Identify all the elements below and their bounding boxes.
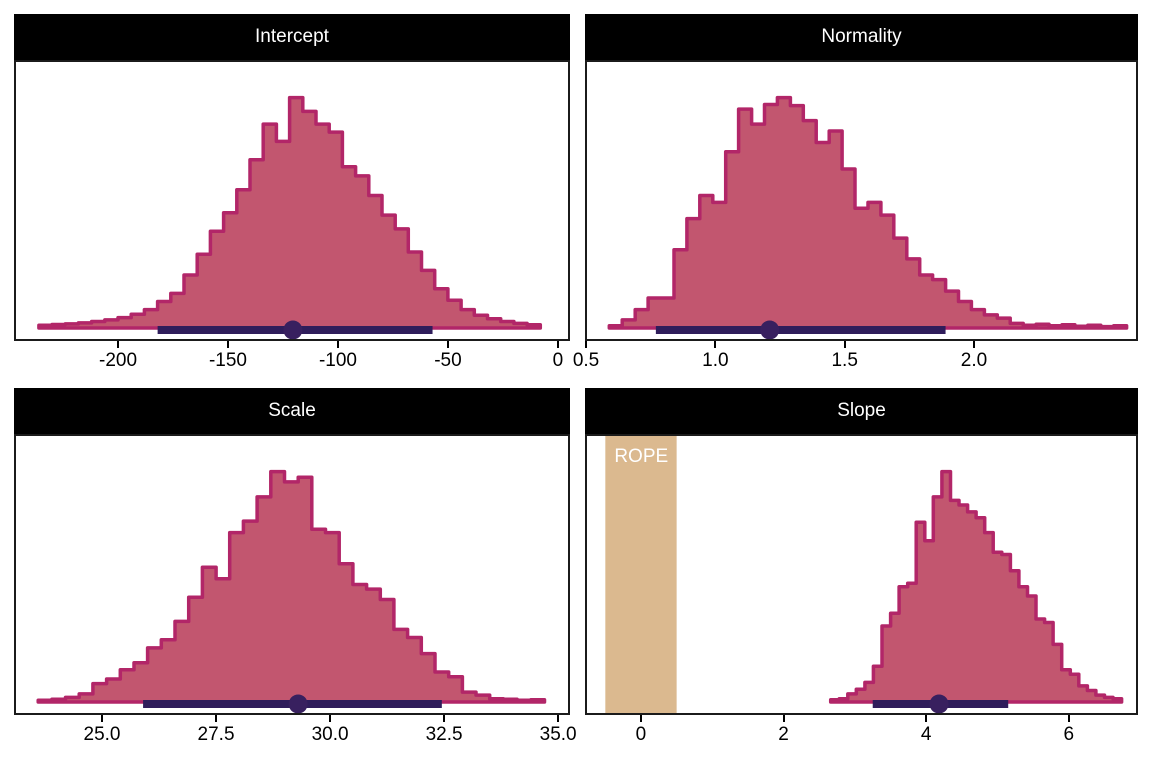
x-tick-mark bbox=[443, 715, 446, 722]
x-axis-slope: 0 2 4 6 bbox=[585, 715, 1138, 753]
x-tick-mark bbox=[1067, 715, 1070, 722]
x-tick-mark bbox=[446, 341, 449, 348]
x-tick-label: -150 bbox=[208, 350, 247, 371]
ci-median-point bbox=[929, 694, 949, 714]
panel-border bbox=[585, 60, 1138, 341]
x-tick-mark bbox=[843, 341, 846, 348]
x-tick-label: 25.0 bbox=[83, 724, 121, 745]
x-axis-intercept: -200 -150 -100 -50 0 bbox=[14, 341, 570, 379]
x-tick-mark bbox=[117, 341, 120, 348]
panel-title-scale: Scale bbox=[14, 388, 570, 434]
plot-area-normality bbox=[585, 60, 1138, 341]
x-tick-mark bbox=[215, 715, 218, 722]
panel-border bbox=[14, 60, 570, 341]
plot-area-slope: ROPE bbox=[585, 434, 1138, 715]
panel-normality: Normality 0.5 1.0 1.5 2.0 bbox=[573, 14, 1138, 379]
x-tick-label: 0 bbox=[635, 724, 647, 745]
x-tick-label: 2.0 bbox=[960, 350, 988, 371]
panel-title-normality: Normality bbox=[585, 14, 1138, 60]
x-tick-label: -200 bbox=[99, 350, 138, 371]
x-tick-label: -50 bbox=[434, 350, 462, 371]
panel-slope: Slope ROPE 0 2 4 6 bbox=[585, 388, 1138, 753]
x-tick-label: 0 bbox=[552, 350, 564, 371]
x-tick-label: 1.5 bbox=[831, 350, 858, 371]
x-tick-mark bbox=[714, 341, 717, 348]
x-tick-mark bbox=[101, 715, 104, 722]
x-tick-mark bbox=[639, 715, 642, 722]
histogram-svg: ROPE bbox=[585, 434, 1138, 715]
histogram-svg bbox=[14, 434, 570, 715]
x-tick-label: 1.0 bbox=[702, 350, 729, 371]
histogram-path bbox=[36, 469, 547, 704]
plot-area-intercept bbox=[14, 60, 570, 341]
x-tick-mark bbox=[585, 341, 588, 348]
rope-band bbox=[605, 434, 677, 715]
x-tick-label: 35.0 bbox=[539, 724, 577, 745]
x-tick-label: 6 bbox=[1063, 724, 1075, 745]
ci-median-point bbox=[760, 320, 780, 340]
x-axis-normality: 0.5 1.0 1.5 2.0 bbox=[573, 341, 1138, 379]
x-tick-label: 4 bbox=[920, 724, 932, 745]
x-tick-label: 27.5 bbox=[197, 724, 235, 745]
ci-median-point bbox=[283, 320, 303, 340]
x-tick-label: -100 bbox=[318, 350, 357, 371]
x-tick-label: 32.5 bbox=[425, 724, 463, 745]
rope-label: ROPE bbox=[614, 446, 668, 467]
panel-border bbox=[585, 434, 1138, 715]
histogram-path bbox=[828, 469, 1124, 704]
x-tick-label: 2 bbox=[778, 724, 789, 745]
panel-border bbox=[14, 434, 570, 715]
x-tick-mark bbox=[925, 715, 928, 722]
x-tick-mark bbox=[973, 341, 975, 348]
histogram-path bbox=[607, 95, 1129, 330]
x-tick-label: 30.0 bbox=[311, 724, 349, 745]
histogram-svg bbox=[14, 60, 570, 341]
x-tick-mark bbox=[329, 715, 332, 722]
x-axis-scale: 25.0 27.5 30.0 32.5 35.0 bbox=[14, 715, 577, 753]
x-tick-mark bbox=[556, 341, 559, 348]
x-tick-mark bbox=[336, 341, 339, 348]
panel-title-slope: Slope bbox=[585, 388, 1138, 434]
panel-title-intercept: Intercept bbox=[14, 14, 570, 60]
histogram-svg bbox=[585, 60, 1138, 341]
panel-scale: Scale 25.0 27.5 30.0 32.5 35.0 bbox=[14, 388, 577, 753]
histogram-path bbox=[37, 95, 543, 330]
x-tick-mark bbox=[557, 715, 560, 722]
x-tick-mark bbox=[782, 715, 785, 722]
x-tick-label: 0.5 bbox=[572, 350, 600, 371]
plot-area-scale bbox=[14, 434, 570, 715]
ci-median-point bbox=[288, 694, 308, 714]
panel-intercept: Intercept -200 -150 -100 -50 0 bbox=[14, 14, 570, 379]
x-tick-mark bbox=[226, 341, 229, 348]
